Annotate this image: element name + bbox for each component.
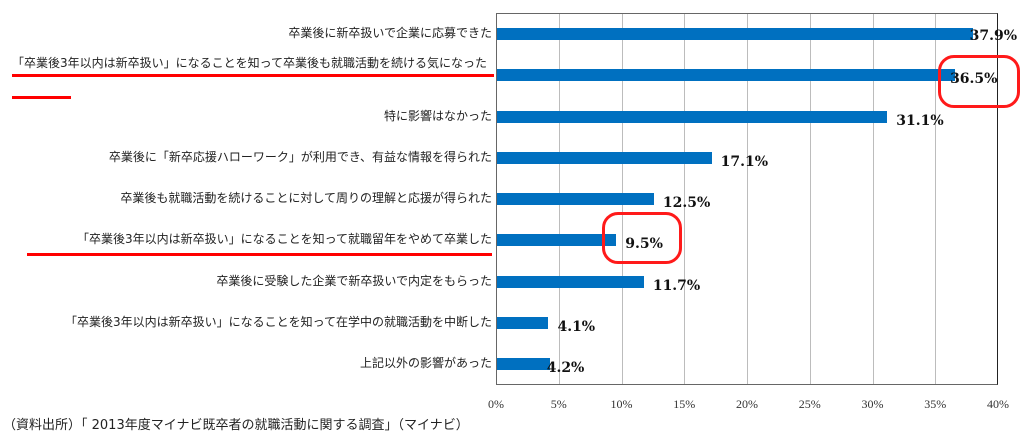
bar: [497, 69, 956, 81]
category-label: 「卒業後3年以内は新卒扱い」になることを知って卒業後も就職活動を続ける気になった: [12, 56, 488, 70]
value-label: 4.1%: [557, 319, 596, 335]
x-tick-label: 5%: [550, 397, 567, 411]
value-label: 37.9%: [969, 28, 1018, 44]
category-label: 卒業後に「新卒応援ハローワーク」が利用でき、有益な情報を得られた: [108, 150, 492, 164]
x-tick-label: 40%: [987, 397, 1009, 411]
category-label: 特に影響はなかった: [383, 109, 492, 123]
value-label: 36.5%: [950, 71, 998, 87]
x-tick-label: 15%: [673, 397, 696, 411]
value-label: 4.2%: [546, 360, 585, 376]
gridline: [935, 14, 937, 384]
gridline: [809, 14, 811, 384]
value-label: 31.1%: [896, 113, 944, 129]
red-underline-annotation: [27, 253, 492, 256]
value-label: 11.7%: [652, 278, 701, 294]
category-label: 卒業後も就職活動を続けることに対して周りの理解と応援が得られた: [120, 191, 492, 205]
bar: [497, 152, 712, 164]
x-tick-label: 10%: [610, 397, 633, 411]
category-label: 卒業後に新卒扱いで企業に応募できた: [288, 26, 492, 40]
red-circle-annotation: [938, 55, 1020, 108]
value-label: 12.5%: [662, 195, 711, 211]
bar: [497, 317, 549, 329]
plot-area: [496, 13, 998, 385]
value-label: 17.1%: [720, 154, 768, 170]
red-underline-annotation: [12, 74, 494, 77]
bar: [497, 193, 654, 205]
category-label: 上記以外の影響があった: [359, 356, 492, 370]
category-label: 「卒業後3年以内は新卒扱い」になることを知って就職留年をやめて卒業した: [76, 232, 492, 246]
x-tick-label: 0%: [488, 397, 504, 411]
x-tick-label: 25%: [798, 397, 821, 411]
x-tick-label: 20%: [736, 397, 758, 411]
red-underline-annotation: [12, 96, 71, 99]
bar: [497, 358, 550, 370]
category-label: 卒業後に受験した企業で新卒扱いで内定をもらった: [216, 274, 492, 288]
gridline: [684, 14, 686, 384]
bar: [497, 234, 617, 246]
gridline: [747, 14, 748, 384]
bar: [497, 28, 973, 40]
x-tick-label: 35%: [924, 397, 947, 411]
x-tick-label: 30%: [861, 397, 884, 411]
bar: [497, 276, 644, 288]
source-note: （資料出所）「 2013年度マイナビ既卒者の就職活動に関する調査」（マイナビ）: [3, 418, 469, 433]
gridline: [872, 14, 874, 384]
category-label: 「卒業後3年以内は新卒扱い」になることを知って在学中の就職活動を中断した: [64, 315, 492, 329]
red-circle-annotation: [602, 212, 682, 264]
bar: [497, 111, 888, 123]
value-label: 9.5%: [625, 236, 663, 252]
